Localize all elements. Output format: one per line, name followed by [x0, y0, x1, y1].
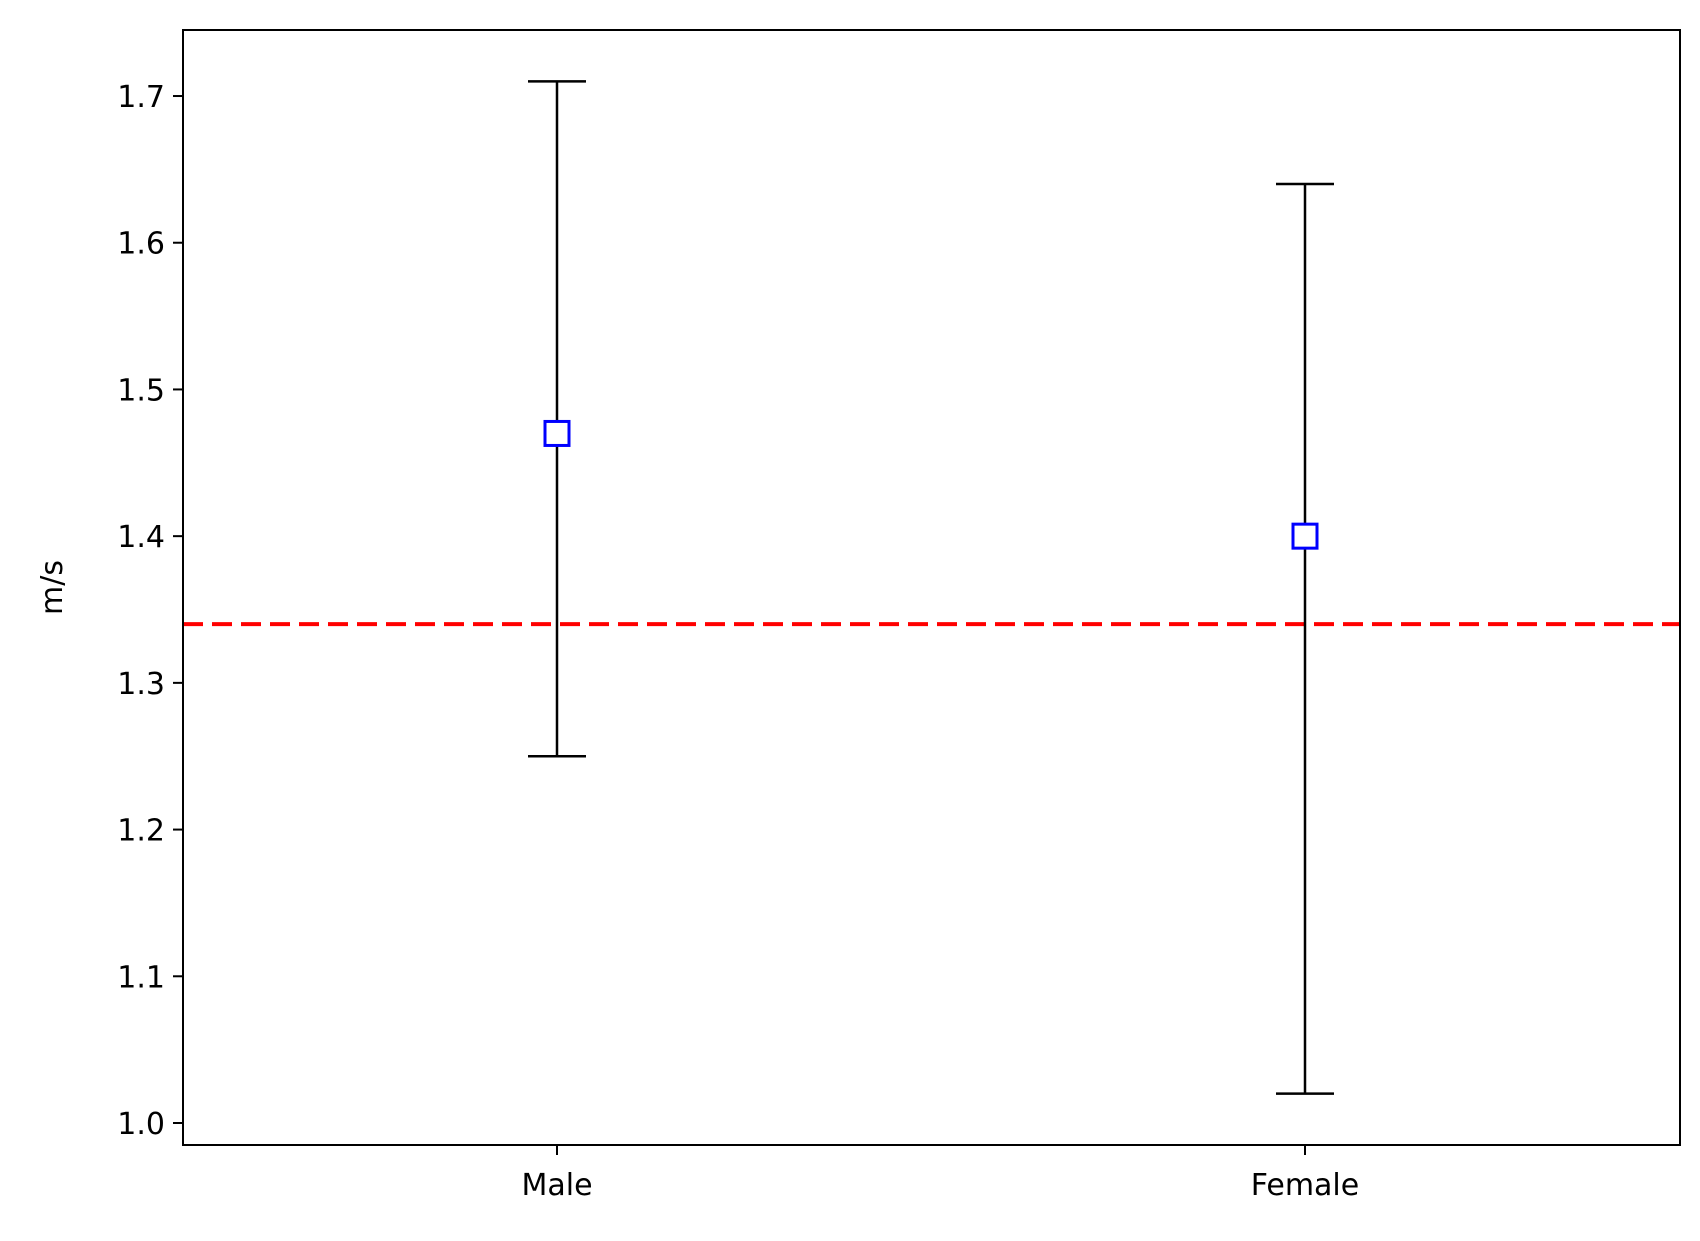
y-tick-label: 1.1: [117, 960, 165, 995]
y-tick-label: 1.6: [117, 227, 165, 262]
y-tick-label: 1.5: [117, 373, 165, 408]
y-axis: 1.0 1.1 1.2 1.3 1.4 1.5 1.6 1.7: [117, 80, 183, 1142]
x-axis: Male Female: [521, 1145, 1359, 1203]
markers-layer: [543, 419, 1319, 550]
y-axis-label: m/s: [35, 560, 70, 615]
error-bars-layer: [528, 80, 1334, 1095]
y-tick-label: 1.3: [117, 667, 165, 702]
y-tick-label: 1.0: [117, 1107, 165, 1142]
y-tick-label: 1.4: [117, 520, 165, 555]
mean-marker-male: [543, 419, 571, 447]
plot-frame: [182, 29, 1681, 1146]
y-tick-label: 1.2: [117, 814, 165, 849]
mean-marker-female: [1291, 522, 1319, 550]
x-tick-label: Male: [521, 1168, 592, 1203]
y-tick-label: 1.7: [117, 80, 165, 115]
x-tick-label: Female: [1251, 1168, 1359, 1203]
